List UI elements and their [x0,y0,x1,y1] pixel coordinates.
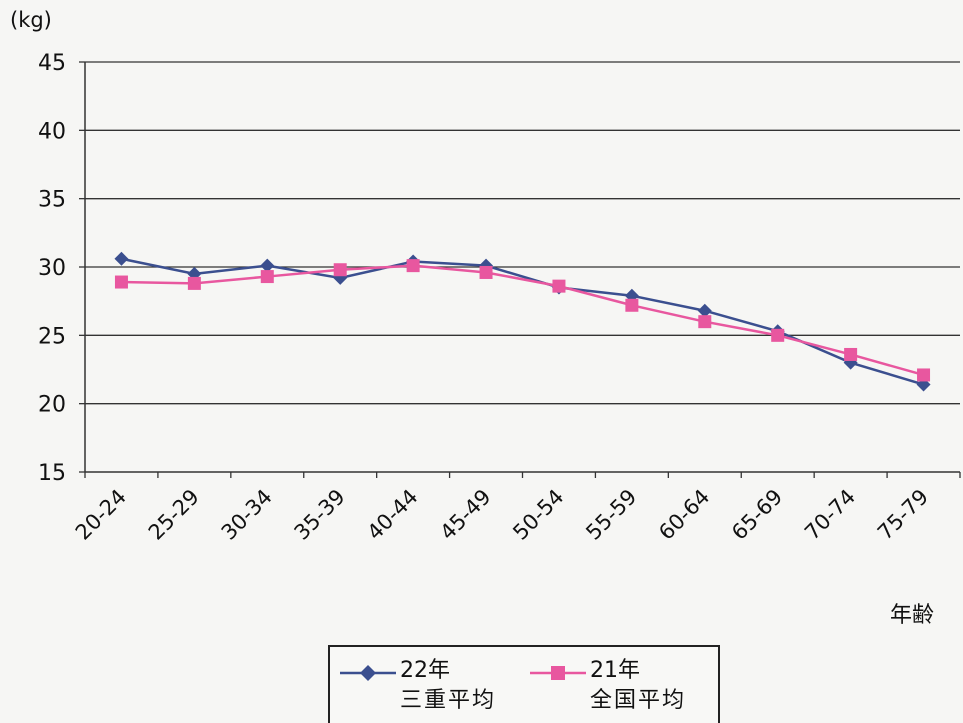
x-tick-label: 45-49 [435,485,495,545]
series-2-point [698,315,712,329]
x-tick-labels: 20-24 25-29 30-34 35-39 40-44 45-49 50-54 55-59… [71,485,933,545]
legend-label-series-2-line1: 21年 [590,658,640,683]
y-tick-label: 45 [38,51,66,76]
x-tick-label: 20-24 [71,485,131,545]
x-tick-label: 55-59 [581,485,641,545]
legend-diamond-marker-icon [340,665,396,681]
x-tick-label: 40-44 [363,485,423,545]
series-1-point [697,303,712,318]
y-tick-label: 40 [38,119,66,144]
y-tick-label: 35 [38,188,66,213]
x-tick-label: 75-79 [873,485,933,545]
series-2-point [114,275,128,289]
x-tick-label: 70-74 [800,485,860,545]
series-1-point [114,251,129,266]
y-unit-label: (kg) [10,8,52,32]
series-2-point [771,328,785,342]
x-axis-label: 年齢 [890,603,935,628]
legend-label-series-1-line1: 22年 [400,658,450,683]
legend: 22年 三重平均 21年 全国平均 [328,645,720,723]
y-tick-label: 25 [38,324,66,349]
series [114,251,931,392]
series-2-point [406,259,420,273]
series-1 [114,251,931,392]
line-chart: 15 20 25 30 35 40 45 20-24 25-29 30-34 35-39 40-44… [38,51,961,545]
y-tick-label: 15 [38,461,66,486]
x-tick-label: 60-64 [654,485,714,545]
x-tick-label: 35-39 [290,485,350,545]
x-tick-label: 50-54 [508,485,568,545]
series-2 [114,259,931,382]
axes [79,61,961,478]
y-tick-labels: 15 20 25 30 35 40 45 [38,51,66,486]
x-tick-label: 25-29 [144,485,204,545]
series-2-point [552,279,566,293]
series-1-line [121,257,924,386]
y-tick-label: 20 [38,393,66,418]
x-tick-label: 65-69 [727,485,787,545]
series-2-point [479,265,493,279]
series-1-point [260,258,275,273]
series-2-point [625,298,639,312]
series-2-point [844,347,858,361]
series-2-point [917,368,931,382]
legend-label-series-1-line2: 三重平均 [400,688,497,713]
series-2-point [260,270,274,284]
series-2-point [187,276,201,290]
grid-lines [85,61,960,405]
legend-label-series-2-line2: 全国平均 [590,688,687,713]
y-tick-label: 30 [38,256,66,281]
series-2-point [333,263,347,277]
x-tick-label: 30-34 [217,485,277,545]
legend-square-marker-icon [530,666,586,680]
series-2-line [121,264,924,377]
